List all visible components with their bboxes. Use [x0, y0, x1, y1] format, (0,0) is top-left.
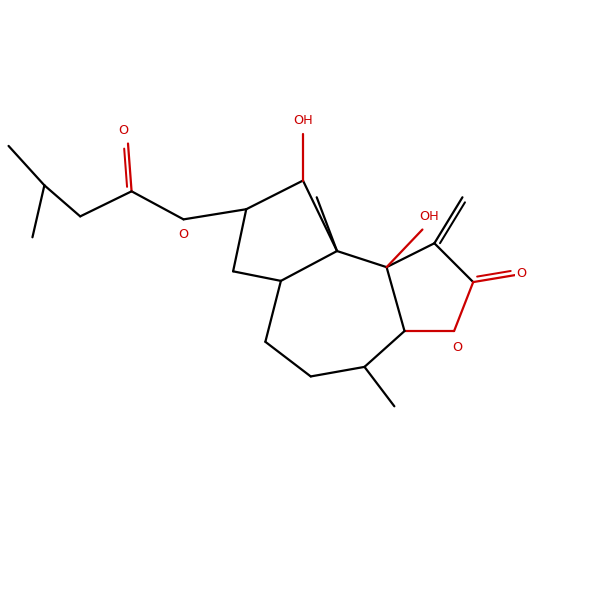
Text: O: O	[516, 267, 526, 280]
Text: O: O	[178, 228, 188, 241]
Text: OH: OH	[293, 115, 313, 127]
Text: O: O	[452, 341, 462, 354]
Text: OH: OH	[420, 210, 439, 223]
Text: O: O	[118, 124, 128, 137]
